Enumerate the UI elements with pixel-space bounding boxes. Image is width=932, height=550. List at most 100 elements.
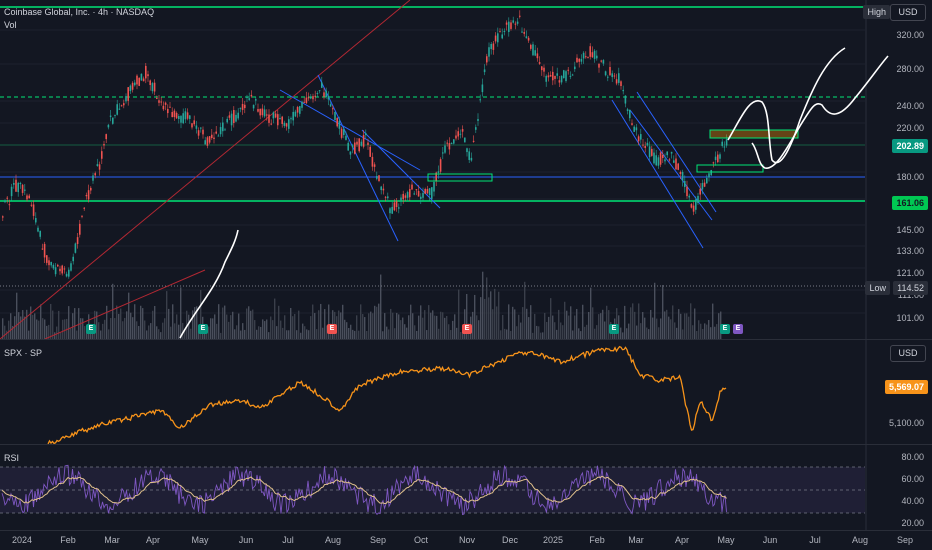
volume-bar — [710, 327, 712, 339]
volume-bar — [252, 309, 254, 339]
volume-bar — [14, 316, 16, 339]
earnings-icon[interactable]: E — [86, 324, 96, 334]
earnings-icon[interactable]: E — [462, 324, 472, 334]
time-label: May — [191, 535, 209, 545]
candle-body — [591, 52, 594, 58]
volume-bar — [136, 321, 138, 339]
spx-tick: 5,100.00 — [888, 418, 924, 428]
volume-bar — [580, 331, 582, 339]
price-tick: 280.00 — [896, 64, 924, 74]
volume-bar — [594, 328, 596, 339]
volume-bar — [212, 318, 214, 339]
volume-bar — [408, 315, 410, 339]
volume-bar — [38, 320, 40, 339]
volume-bar — [176, 314, 178, 339]
earnings-icon[interactable]: E — [198, 324, 208, 334]
time-label: Mar — [104, 535, 120, 545]
candle-body — [642, 144, 644, 146]
volume-bar — [546, 321, 548, 339]
spx-chart-canvas[interactable] — [0, 340, 932, 444]
candle-body — [543, 67, 545, 72]
volume-bar — [276, 326, 278, 339]
candle-body — [321, 82, 323, 88]
candle-body — [318, 90, 321, 92]
volume-bar — [172, 304, 174, 339]
candle-body — [24, 189, 26, 191]
candle-body — [560, 75, 563, 83]
candle-body — [85, 194, 88, 197]
pane-divider[interactable] — [0, 339, 932, 340]
candle-body — [158, 100, 160, 103]
volume-bar — [108, 329, 110, 339]
volume-bar — [300, 332, 302, 339]
volume-bar — [288, 330, 290, 339]
earnings-icon[interactable]: E — [733, 324, 743, 334]
volume-bar — [534, 313, 536, 339]
volume-bar — [248, 306, 250, 339]
volume-bar — [370, 311, 372, 339]
volume-bar — [144, 320, 146, 339]
spx-currency-button[interactable]: USD — [890, 345, 926, 362]
candle-body — [497, 33, 499, 43]
volume-bar — [76, 330, 78, 339]
volume-bar — [474, 294, 476, 339]
volume-bar — [220, 332, 222, 339]
earnings-icon[interactable]: E — [609, 324, 619, 334]
rsi-chart-canvas[interactable] — [0, 445, 932, 530]
candle-body — [611, 73, 613, 78]
candle-body — [699, 188, 701, 195]
candle-body — [30, 204, 33, 206]
price-tick: 121.00 — [896, 268, 924, 278]
candle-body — [329, 104, 332, 107]
candle-body — [54, 267, 57, 275]
candle-body — [466, 148, 468, 153]
volume-bar — [690, 303, 692, 339]
volume-bar — [566, 310, 568, 339]
volume-bar — [32, 314, 34, 339]
volume-bar — [670, 319, 672, 339]
volume-bar — [484, 298, 486, 339]
volume-bar — [138, 326, 140, 339]
volume-bar — [120, 308, 122, 339]
volume-bar — [210, 318, 212, 339]
candle-body — [712, 162, 715, 164]
volume-bar — [130, 312, 132, 339]
candle-body — [714, 156, 717, 161]
volume-bar — [390, 308, 392, 339]
earnings-icon[interactable]: E — [327, 324, 337, 334]
candle-body — [472, 140, 475, 142]
candle-body — [164, 102, 167, 105]
price-pane[interactable]: Coinbase Global, Inc. · 4h · NASDAQ Vol … — [0, 0, 932, 339]
candle-body — [228, 115, 231, 118]
candle-body — [340, 128, 343, 138]
candle-body — [389, 208, 391, 214]
volume-bar — [170, 326, 172, 339]
candle-body — [464, 137, 466, 143]
volume-bar — [34, 313, 36, 339]
candle-body — [299, 106, 301, 114]
candle-body — [514, 23, 517, 25]
volume-bar — [66, 318, 68, 339]
earnings-icon[interactable]: E — [720, 324, 730, 334]
price-chart-canvas[interactable] — [0, 0, 932, 339]
rsi-pane[interactable]: RSI 80.00 60.00 40.00 20.00 — [0, 445, 932, 530]
volume-bar — [316, 329, 318, 339]
volume-bar — [540, 332, 542, 339]
candle-body — [640, 134, 642, 140]
pane-divider[interactable] — [0, 444, 932, 445]
volume-bar — [446, 316, 448, 339]
time-label: Nov — [458, 535, 476, 545]
volume-bar — [348, 328, 350, 339]
volume-bar — [162, 322, 164, 339]
candle-body — [479, 99, 481, 101]
candle-body — [618, 73, 620, 83]
high-label: High — [863, 5, 890, 19]
volume-bar — [496, 306, 498, 339]
candle-body — [197, 130, 200, 136]
candle-body — [360, 141, 363, 146]
currency-button[interactable]: USD — [890, 4, 926, 21]
spx-pane[interactable]: SPX · SP USD 5,569.07 5,100.00 — [0, 340, 932, 444]
candle-body — [281, 116, 283, 124]
time-axis[interactable]: 2024 Feb Mar Apr May Jun Jul Aug Sep Oct Nov Dec 202… — [0, 531, 932, 550]
candle-body — [402, 193, 404, 200]
